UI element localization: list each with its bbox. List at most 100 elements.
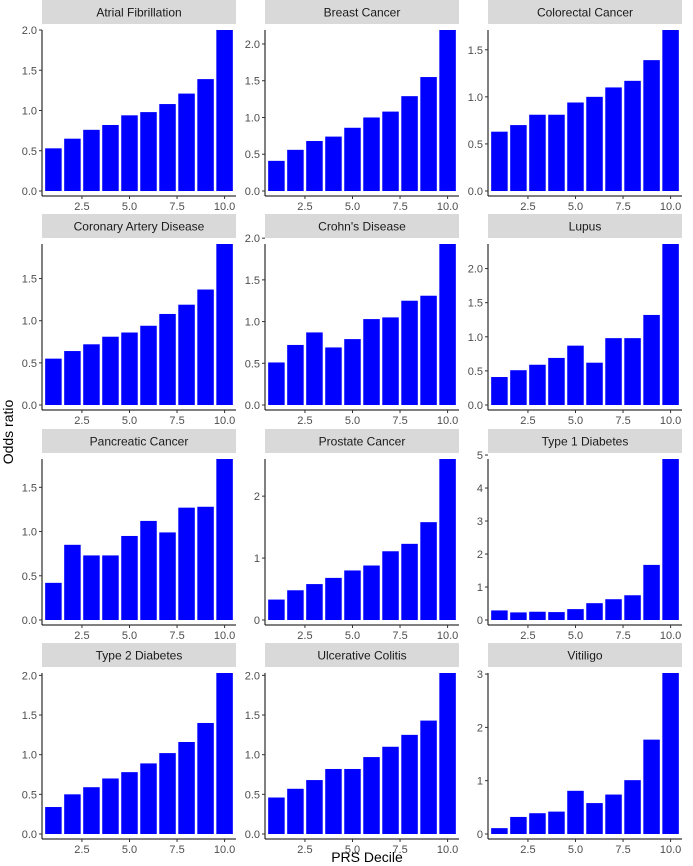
bar-decile-6 — [586, 96, 603, 191]
bar-decile-8 — [178, 507, 195, 620]
bar-decile-4 — [325, 347, 342, 405]
strip-header — [488, 429, 682, 453]
y-tick-label: 1.5 — [22, 482, 37, 494]
panel-title: Breast Cancer — [324, 6, 401, 20]
panel-title: Prostate Cancer — [319, 435, 406, 449]
strip-header — [42, 643, 236, 667]
x-tick-label: 5.0 — [345, 201, 360, 213]
bar-decile-4 — [102, 555, 119, 620]
y-tick-label: 1 — [477, 776, 483, 788]
bar-decile-5 — [121, 535, 138, 620]
bar-decile-3 — [306, 780, 323, 834]
x-tick-label: 7.5 — [169, 630, 184, 642]
y-tick-label: 1.0 — [245, 317, 260, 329]
bar-decile-1 — [268, 599, 285, 620]
x-tick-label: 10.0 — [660, 201, 681, 213]
y-tick-label: 1.0 — [245, 750, 260, 762]
bar-decile-10 — [662, 459, 679, 620]
y-tick-label: 0.0 — [22, 400, 37, 412]
bar-decile-4 — [102, 778, 119, 834]
bar-decile-2 — [510, 816, 527, 834]
bar-decile-4 — [548, 811, 565, 834]
y-tick-label: 1.5 — [468, 298, 483, 310]
bar-decile-6 — [140, 520, 157, 620]
panel-title: Crohn's Disease — [318, 220, 406, 234]
panel-atrial-fibrillation: Atrial Fibrillation 0.0 0.5 1.0 1.5 2.0 2.5 5.0… — [22, 0, 236, 213]
bar-decile-7 — [382, 746, 399, 834]
strip-header — [42, 214, 236, 238]
y-tick-label: 3 — [477, 669, 483, 681]
bar-decile-8 — [624, 595, 641, 620]
y-tick-label: 0.5 — [22, 146, 37, 158]
bar-decile-1 — [45, 358, 62, 405]
x-tick-label: 10.0 — [660, 844, 681, 856]
bar-decile-9 — [420, 295, 437, 405]
bar-decile-5 — [121, 772, 138, 834]
bar-decile-8 — [401, 96, 418, 191]
y-tick-label: 2 — [477, 549, 483, 561]
x-tick-label: 5.0 — [568, 415, 583, 427]
x-tick-label: 7.5 — [169, 415, 184, 427]
bar-decile-10 — [439, 459, 456, 620]
x-tick-label: 2.5 — [74, 201, 89, 213]
x-tick-label: 2.5 — [74, 630, 89, 642]
strip-header — [488, 214, 682, 238]
x-tick-label: 10.0 — [214, 844, 235, 856]
y-tick-label: 0.5 — [468, 366, 483, 378]
y-tick-label: 1.0 — [22, 316, 37, 328]
bar-decile-3 — [306, 332, 323, 405]
bar-decile-5 — [344, 127, 361, 191]
y-tick-label: 0.0 — [22, 829, 37, 841]
y-tick-label: 2 — [254, 491, 260, 503]
panel-colorectal-cancer: Colorectal Cancer 0.0 0.5 1.0 1.5 2.5 5.0 7.5 10… — [468, 0, 682, 213]
bar-decile-7 — [605, 87, 622, 191]
strip-header — [42, 0, 236, 24]
x-tick-label: 10.0 — [214, 201, 235, 213]
bar-decile-3 — [529, 114, 546, 191]
bar-decile-1 — [491, 828, 508, 834]
x-tick-label: 7.5 — [169, 844, 184, 856]
bar-decile-2 — [287, 788, 304, 834]
x-tick-label: 7.5 — [392, 630, 407, 642]
y-tick-label: 0.0 — [468, 400, 483, 412]
bar-decile-4 — [325, 577, 342, 620]
x-tick-label: 5.0 — [122, 844, 137, 856]
bar-decile-10 — [662, 673, 679, 834]
bar-decile-2 — [510, 125, 527, 191]
bar-decile-6 — [140, 325, 157, 405]
y-tick-label: 0.5 — [22, 571, 37, 583]
strip-header — [488, 643, 682, 667]
bar-decile-8 — [401, 300, 418, 405]
x-tick-label: 5.0 — [122, 630, 137, 642]
y-tick-label: 1.5 — [22, 710, 37, 722]
bar-decile-7 — [382, 551, 399, 620]
bar-decile-1 — [491, 131, 508, 191]
bar-decile-10 — [439, 30, 456, 191]
y-tick-label: 1.0 — [468, 92, 483, 104]
bar-decile-9 — [420, 720, 437, 834]
x-tick-label: 10.0 — [437, 415, 458, 427]
x-tick-label: 7.5 — [392, 844, 407, 856]
bar-decile-8 — [401, 543, 418, 620]
y-tick-label: 0.5 — [245, 789, 260, 801]
x-tick-label: 5.0 — [345, 844, 360, 856]
y-tick-label: 2.0 — [22, 25, 37, 37]
y-tick-label: 1.5 — [245, 275, 260, 287]
bar-decile-4 — [102, 336, 119, 405]
x-tick-label: 5.0 — [345, 415, 360, 427]
bar-decile-8 — [178, 93, 195, 191]
panel-ulcerative-colitis: Ulcerative Colitis 0.0 0.5 1.0 1.5 2.0 2.5 5.0 7… — [245, 643, 459, 856]
y-axis-title: Odds ratio — [0, 399, 16, 464]
panel-title: Colorectal Cancer — [537, 6, 633, 20]
bar-decile-7 — [382, 111, 399, 191]
y-tick-label: 1.5 — [22, 65, 37, 77]
bar-decile-2 — [510, 612, 527, 620]
bar-decile-8 — [178, 742, 195, 834]
y-tick-label: 2.0 — [468, 264, 483, 276]
y-tick-label: 0.5 — [22, 358, 37, 370]
y-tick-label: 4 — [477, 483, 483, 495]
bar-decile-8 — [624, 780, 641, 834]
bar-decile-5 — [121, 115, 138, 191]
y-tick-label: 1.0 — [245, 112, 260, 124]
